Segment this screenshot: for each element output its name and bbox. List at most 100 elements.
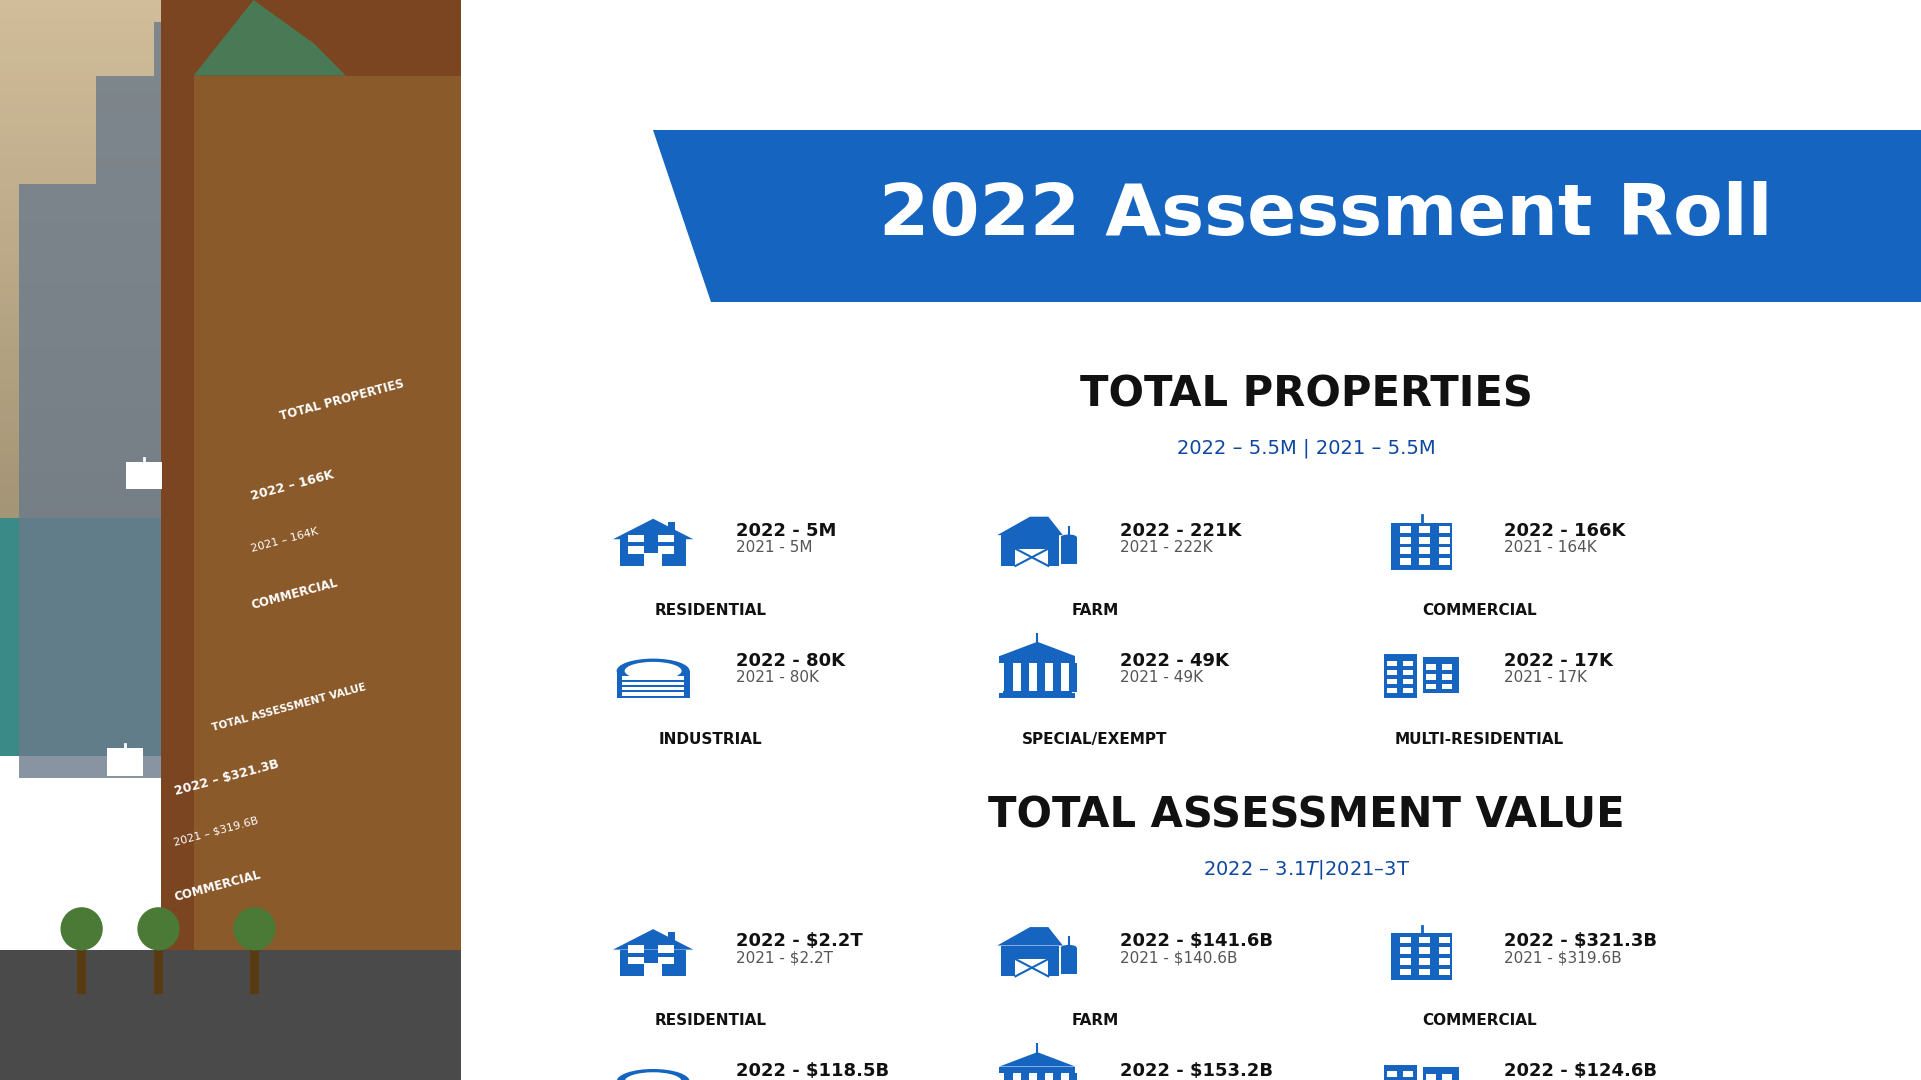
Text: 2021 – $319.6B: 2021 – $319.6B bbox=[173, 815, 259, 848]
Text: 2022 - $321.3B: 2022 - $321.3B bbox=[1504, 932, 1658, 950]
Bar bbox=[1420, 526, 1431, 534]
Bar bbox=[327, 0, 442, 778]
Text: 2022 - 49K: 2022 - 49K bbox=[1120, 651, 1229, 670]
Text: 2022 – 5.5M | 2021 – 5.5M: 2022 – 5.5M | 2021 – 5.5M bbox=[1178, 438, 1435, 458]
Bar bbox=[0, 9, 461, 22]
Bar bbox=[1402, 688, 1412, 693]
Bar bbox=[1400, 558, 1410, 565]
Bar bbox=[1001, 536, 1058, 566]
Bar bbox=[1020, 1074, 1030, 1080]
Bar bbox=[622, 687, 684, 690]
Bar bbox=[131, 483, 138, 487]
Text: FARM: FARM bbox=[1072, 1013, 1118, 1028]
Bar bbox=[111, 762, 119, 767]
Bar bbox=[617, 671, 690, 698]
Bar bbox=[0, 518, 254, 756]
Ellipse shape bbox=[617, 1069, 690, 1080]
Bar bbox=[999, 1067, 1076, 1074]
Bar bbox=[0, 29, 461, 42]
Bar bbox=[111, 769, 119, 773]
Bar bbox=[0, 495, 461, 508]
Bar bbox=[1439, 558, 1450, 565]
Polygon shape bbox=[999, 642, 1076, 657]
Bar bbox=[0, 336, 461, 349]
Text: 2021 – 164K: 2021 – 164K bbox=[250, 526, 319, 554]
Bar bbox=[1387, 670, 1397, 675]
Text: 2022 – $3.1T | 2021 – $3T: 2022 – $3.1T | 2021 – $3T bbox=[1203, 858, 1410, 881]
Bar bbox=[131, 476, 138, 481]
Text: 2021 - 49K: 2021 - 49K bbox=[1120, 670, 1203, 685]
Bar bbox=[0, 262, 461, 275]
Bar bbox=[1443, 664, 1452, 670]
Bar bbox=[154, 476, 161, 481]
Text: COMMERCIAL: COMMERCIAL bbox=[1422, 1013, 1537, 1028]
Bar bbox=[659, 957, 674, 964]
Text: 2021 - $319.6B: 2021 - $319.6B bbox=[1504, 950, 1621, 966]
Bar bbox=[142, 476, 150, 481]
Bar bbox=[0, 347, 461, 360]
Bar bbox=[622, 676, 684, 679]
Bar bbox=[0, 199, 461, 212]
Text: TOTAL ASSESSMENT VALUE: TOTAL ASSESSMENT VALUE bbox=[987, 795, 1625, 836]
Text: 2022 - 17K: 2022 - 17K bbox=[1504, 651, 1614, 670]
Bar bbox=[123, 756, 131, 760]
Bar bbox=[111, 751, 119, 754]
Bar bbox=[1400, 947, 1410, 954]
Bar bbox=[1387, 688, 1397, 693]
Ellipse shape bbox=[138, 907, 181, 950]
Text: 2022 Assessment Roll: 2022 Assessment Roll bbox=[878, 181, 1773, 251]
Bar bbox=[0, 315, 461, 328]
Bar bbox=[1005, 1074, 1012, 1080]
Bar bbox=[0, 0, 461, 11]
Text: 2022 - $141.6B: 2022 - $141.6B bbox=[1120, 932, 1274, 950]
Ellipse shape bbox=[1060, 535, 1078, 540]
Bar bbox=[999, 693, 1076, 698]
Bar bbox=[1383, 654, 1418, 698]
Bar bbox=[0, 72, 461, 84]
Bar bbox=[1402, 1071, 1412, 1077]
Bar bbox=[1402, 678, 1412, 685]
Ellipse shape bbox=[234, 907, 277, 950]
Polygon shape bbox=[194, 0, 346, 76]
Bar bbox=[127, 462, 161, 489]
Bar bbox=[1053, 1074, 1062, 1080]
Bar bbox=[1060, 947, 1078, 974]
Bar bbox=[0, 82, 461, 95]
Bar bbox=[0, 114, 461, 127]
Bar bbox=[134, 751, 142, 754]
Bar bbox=[0, 326, 461, 338]
Bar bbox=[0, 220, 461, 233]
Bar bbox=[1391, 523, 1452, 570]
Bar bbox=[1420, 548, 1431, 554]
Bar bbox=[1439, 958, 1450, 964]
Bar bbox=[1420, 537, 1431, 543]
Ellipse shape bbox=[624, 1072, 682, 1080]
Ellipse shape bbox=[617, 659, 690, 684]
Bar bbox=[0, 51, 461, 64]
Bar bbox=[1053, 663, 1062, 692]
Text: 2021 - 164K: 2021 - 164K bbox=[1504, 540, 1596, 555]
Bar bbox=[0, 62, 461, 75]
Bar bbox=[154, 22, 250, 778]
Bar bbox=[1400, 936, 1410, 944]
Bar bbox=[644, 963, 663, 976]
Polygon shape bbox=[613, 929, 693, 949]
Bar bbox=[161, 0, 461, 972]
Bar bbox=[1387, 1071, 1397, 1077]
Ellipse shape bbox=[1060, 945, 1078, 950]
Bar bbox=[0, 305, 461, 318]
Text: 2021 - $140.6B: 2021 - $140.6B bbox=[1120, 950, 1237, 966]
Bar bbox=[123, 751, 131, 754]
Bar bbox=[1400, 958, 1410, 964]
Bar bbox=[659, 535, 674, 542]
Bar bbox=[111, 756, 119, 760]
Bar bbox=[0, 93, 461, 106]
Text: 2021 - 17K: 2021 - 17K bbox=[1504, 670, 1587, 685]
Bar bbox=[0, 146, 461, 159]
Text: 2022 - $118.5B: 2022 - $118.5B bbox=[736, 1062, 889, 1080]
Bar bbox=[0, 40, 461, 53]
Bar bbox=[628, 546, 644, 554]
Polygon shape bbox=[997, 516, 1062, 536]
Text: RESIDENTIAL: RESIDENTIAL bbox=[655, 1013, 766, 1028]
Bar bbox=[1068, 663, 1078, 692]
